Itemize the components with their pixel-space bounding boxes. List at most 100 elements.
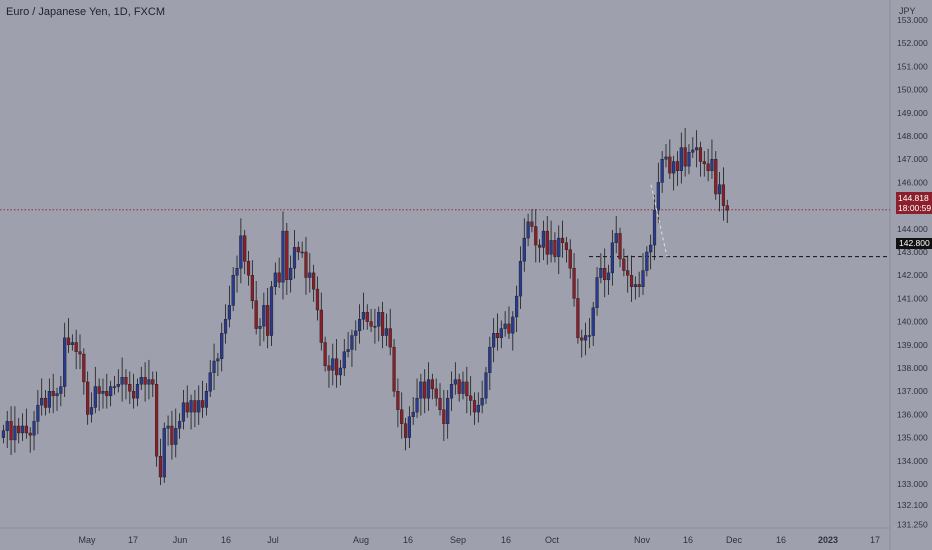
candle-up <box>641 270 645 287</box>
candle-up <box>718 184 722 195</box>
price-tick-label: 140.000 <box>897 317 928 327</box>
candle-up <box>40 397 44 406</box>
candle-up <box>480 397 484 406</box>
candle-up <box>541 230 546 248</box>
candle-down <box>472 400 477 413</box>
candle-down <box>668 156 672 174</box>
candle-down <box>254 300 258 329</box>
candle-up <box>679 147 683 172</box>
time-tick-label: Jul <box>267 535 279 545</box>
candle-down <box>442 409 446 424</box>
candle-up <box>177 421 182 429</box>
candle-down <box>277 272 281 283</box>
candle-up <box>70 342 74 346</box>
candle-down <box>243 235 247 262</box>
time-axis-ticks: May 17 Jun 16 Jul Aug 16 Sep 16 Oct Nov 16 Dec 16 2023… <box>78 535 880 545</box>
candle-up <box>476 404 480 413</box>
candle-up <box>1 430 5 438</box>
candle-down <box>430 379 434 390</box>
candle-down <box>323 342 327 366</box>
candle-up <box>449 384 454 399</box>
candle-up <box>239 235 243 269</box>
candle-up <box>55 393 59 397</box>
candle-down <box>438 397 442 410</box>
candle-down <box>315 288 320 311</box>
candle-up <box>223 319 228 334</box>
price-tick-label: 147.000 <box>897 154 928 164</box>
candle-up <box>197 400 201 413</box>
candle-up <box>687 152 691 167</box>
candle-up <box>300 251 304 254</box>
price-tick-label: 132.100 <box>897 500 928 510</box>
candle-up <box>162 428 166 478</box>
candle-up <box>361 312 366 320</box>
candle-down <box>105 391 109 397</box>
candle-up <box>189 400 193 413</box>
candle-up <box>499 328 503 339</box>
candle-down <box>400 409 404 424</box>
target-level-tag: 142.800 <box>896 238 932 249</box>
candle-up <box>59 386 63 394</box>
candle-up <box>645 251 649 271</box>
candle-up <box>633 284 637 288</box>
candle-up <box>350 335 354 350</box>
candle-down <box>576 298 580 339</box>
candle-up <box>292 247 297 269</box>
candle-up <box>453 379 457 385</box>
candle-up <box>595 277 599 308</box>
candle-up <box>258 326 262 329</box>
candle-up <box>691 149 695 153</box>
candle-down <box>698 147 703 162</box>
candle-down <box>66 337 71 345</box>
candle-down <box>285 230 289 281</box>
price-tick-label: 144.000 <box>897 224 928 234</box>
candle-up <box>36 404 40 422</box>
candle-up <box>63 337 67 387</box>
candle-up <box>93 386 97 408</box>
candle-down <box>97 386 101 394</box>
price-tick-label: 131.250 <box>897 520 928 530</box>
candle-up <box>181 402 186 422</box>
candle-down <box>312 272 316 290</box>
candle-down <box>74 342 78 352</box>
candle-down <box>43 397 48 408</box>
candle-down <box>388 328 392 348</box>
candle-down <box>603 268 607 281</box>
candle-down <box>28 432 32 436</box>
candle-up <box>591 307 595 336</box>
price-tick-label: 136.000 <box>897 409 928 419</box>
candle-up <box>331 358 335 371</box>
candle-up <box>212 360 216 373</box>
price-tick-label: 135.000 <box>897 433 928 443</box>
candle-down <box>200 400 205 408</box>
candle-up <box>220 333 224 359</box>
candle-up <box>20 425 25 434</box>
candle-up <box>652 210 657 246</box>
candle-up <box>174 428 178 445</box>
candle-down <box>24 425 28 434</box>
candle-down <box>721 184 726 206</box>
candles <box>1 127 729 486</box>
time-tick-label: 17 <box>128 535 138 545</box>
candle-up <box>47 391 51 408</box>
candle-down <box>572 268 576 299</box>
time-tick-label: Dec <box>726 535 743 545</box>
candle-up <box>5 421 9 431</box>
price-tick-label: 134.000 <box>897 456 928 466</box>
price-tick-label: 153.000 <box>897 15 928 25</box>
candle-down <box>538 244 542 248</box>
projection-line <box>650 184 668 257</box>
price-tick-label: 142.000 <box>897 270 928 280</box>
candle-up <box>614 233 618 243</box>
candle-up <box>342 351 346 369</box>
candle-down <box>132 391 136 399</box>
candle-down <box>469 395 473 401</box>
price-tick-label: 151.000 <box>897 61 928 71</box>
candle-down <box>564 242 569 250</box>
candle-up <box>116 384 120 387</box>
candle-up <box>32 421 36 436</box>
candle-down <box>580 337 584 341</box>
candle-down <box>507 323 511 334</box>
candle-up <box>503 323 507 329</box>
